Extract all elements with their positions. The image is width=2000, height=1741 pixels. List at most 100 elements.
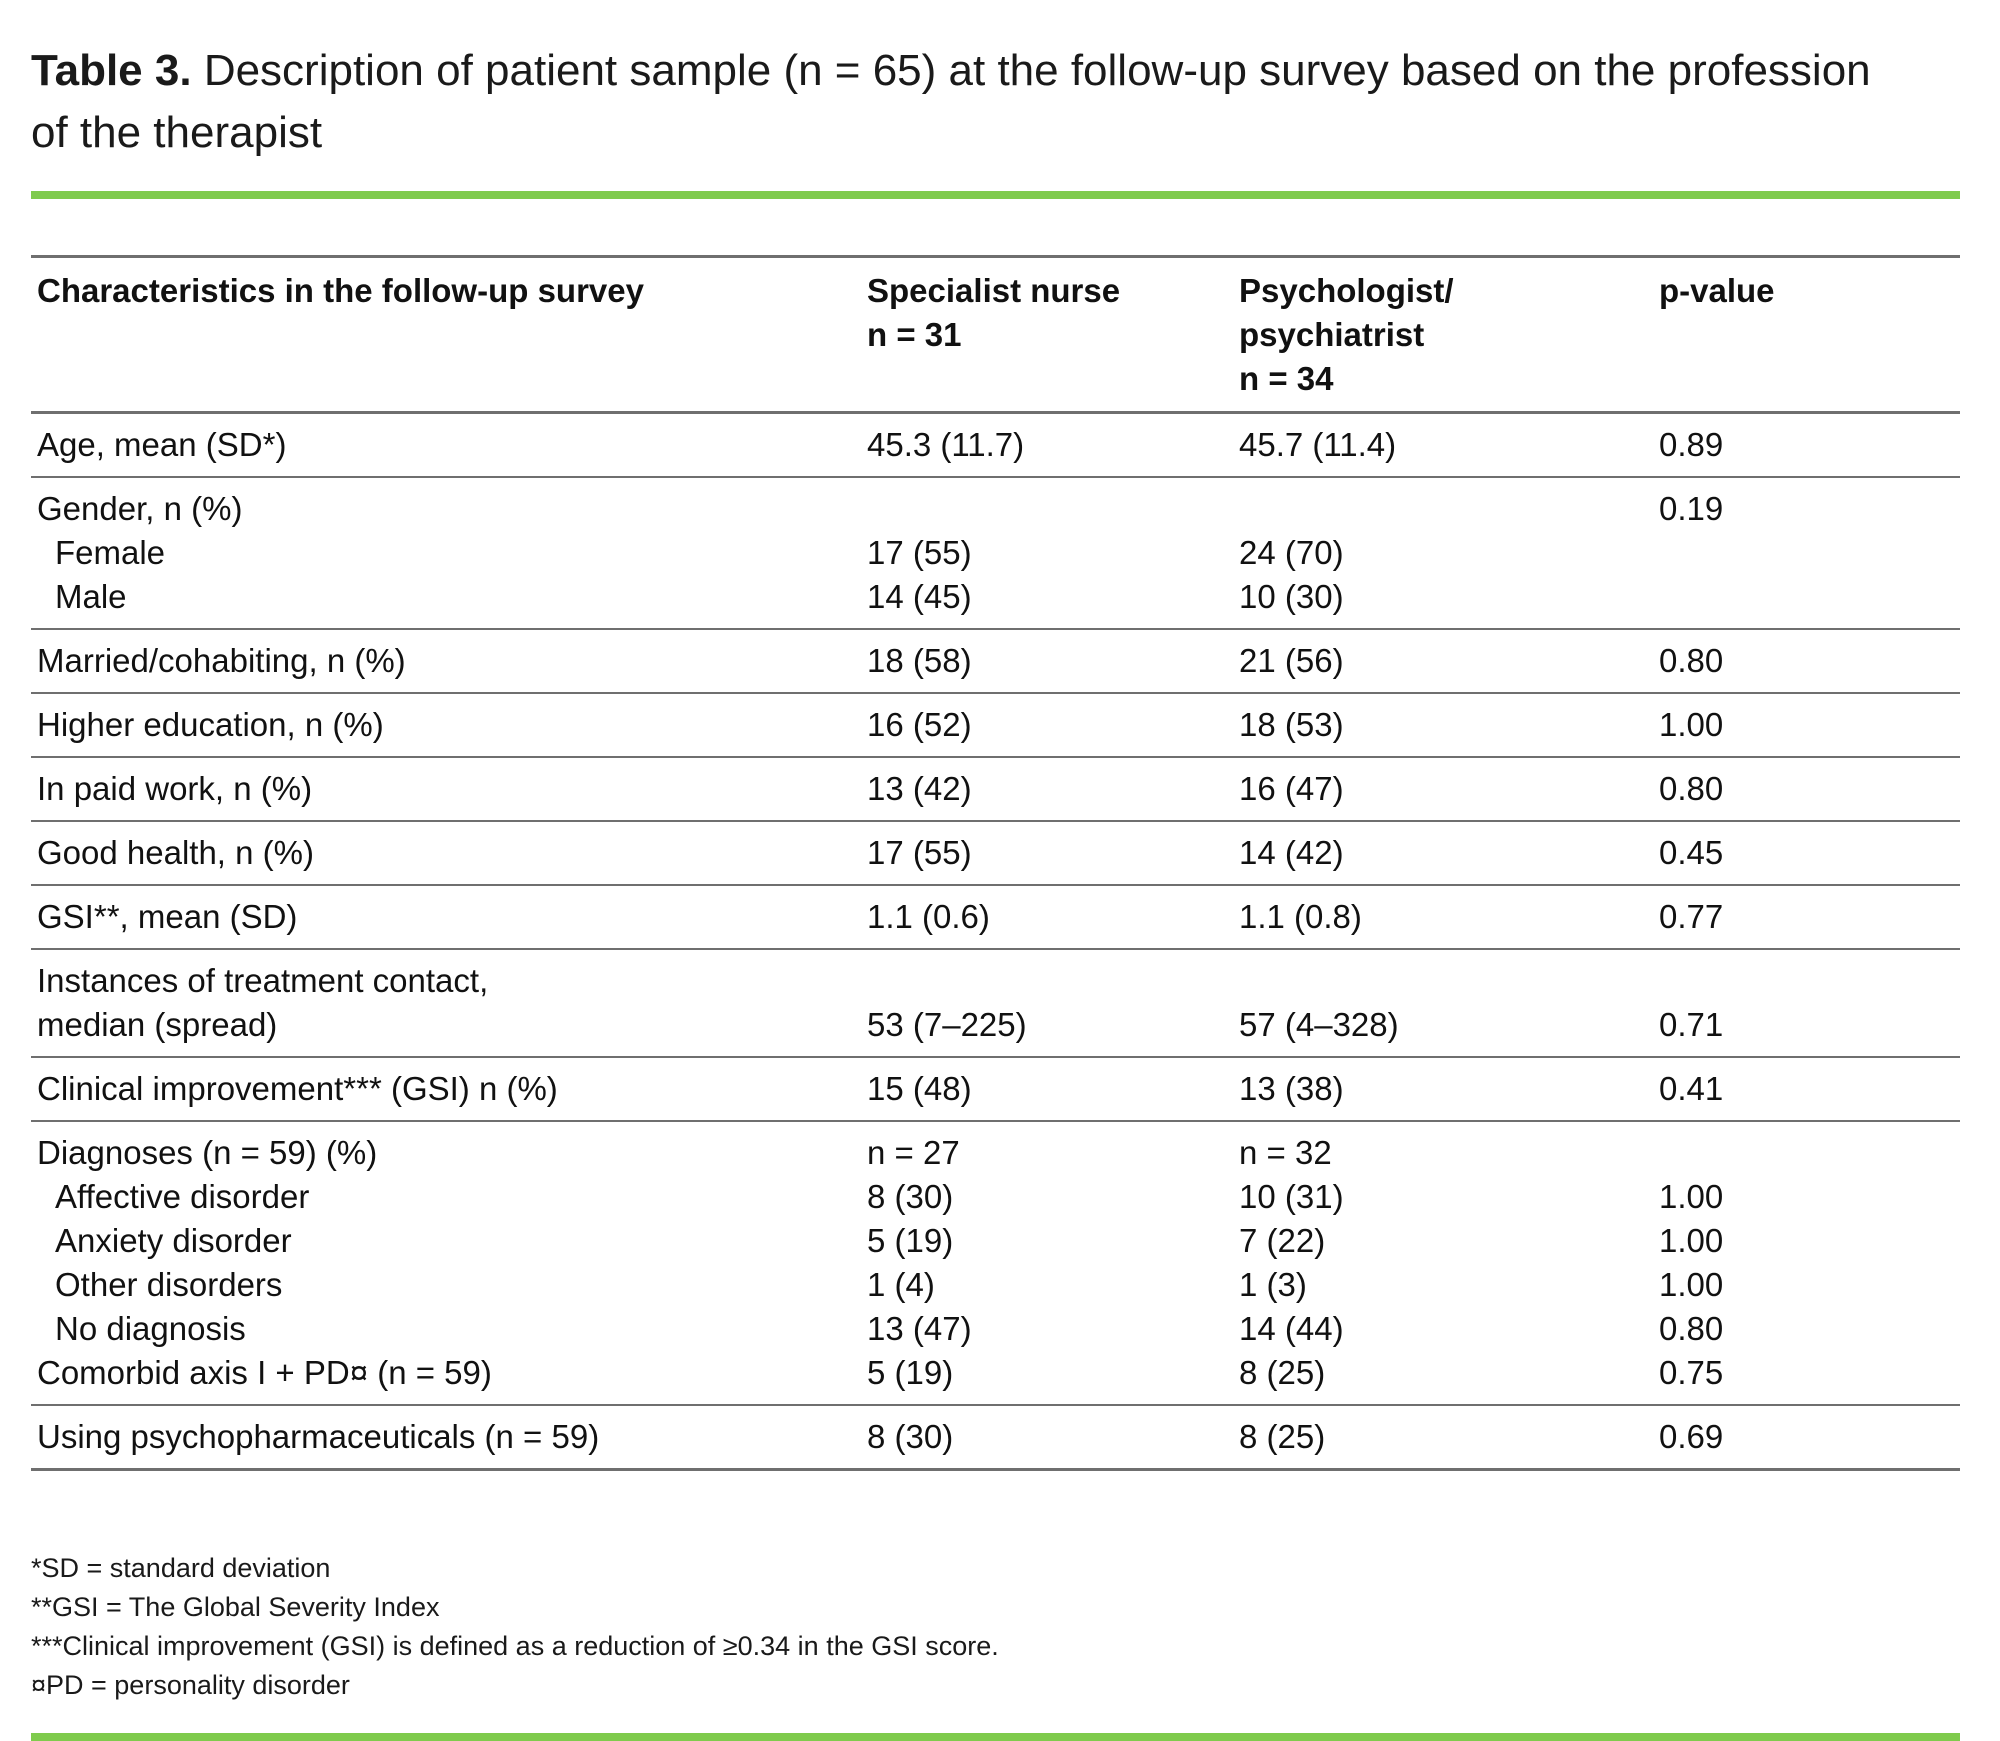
psychologist-psychiatrist-value: 57 (4–328) (1239, 1006, 1399, 1043)
row-label: Female (55, 534, 166, 571)
table-row: In paid work, n (%) 13 (42) 16 (47) 0.80 (31, 767, 1960, 811)
p-value: 0.41 (1659, 1070, 1724, 1107)
psychologist-psychiatrist-value: 16 (47) (1239, 770, 1344, 807)
table-section: Good health, n (%) 17 (55) 14 (42) 0.45 (31, 822, 1960, 886)
header-line: n = 31 (867, 316, 962, 353)
table-section: Clinical improvement*** (GSI) n (%) 15 (4… (31, 1058, 1960, 1122)
p-value (1659, 531, 1960, 575)
header-cell-psychologist-psychiatrist: Psychologist/psychiatrist n = 34 (1239, 269, 1659, 401)
p-value: 1.00 (1659, 1178, 1724, 1215)
psychologist-psychiatrist-value: 14 (44) (1239, 1310, 1344, 1347)
row-label: Using psychopharmaceuticals (n = 59) (37, 1418, 600, 1455)
table-row: No diagnosis 13 (47) 14 (44) 0.80 (31, 1307, 1960, 1351)
table-section: Instances of treatment contact, median (s… (31, 950, 1960, 1058)
specialist-nurse-value: 1.1 (0.6) (867, 898, 990, 935)
table-row: Age, mean (SD*) 45.3 (11.7) 45.7 (11.4) 0.8… (31, 423, 1960, 467)
row-label: Anxiety disorder (55, 1222, 292, 1259)
table-section: Gender, n (%) 0.19 Female 17 (55) 24 (70) Mal… (31, 478, 1960, 630)
table-row: GSI**, mean (SD) 1.1 (0.6) 1.1 (0.8) 0.77 (31, 895, 1960, 939)
specialist-nurse-value: 13 (47) (867, 1310, 972, 1347)
table-header-row: Characteristics in the follow-up survey S… (31, 258, 1960, 414)
header-line: Specialist nurse (867, 272, 1121, 309)
p-value: 1.00 (1659, 1222, 1724, 1259)
table-section: Married/cohabiting, n (%) 18 (58) 21 (56) 0… (31, 630, 1960, 694)
row-label: GSI**, mean (SD) (37, 898, 298, 935)
table-title-text: Description of patient sample (n = 65) a… (31, 46, 1871, 157)
row-label: Gender, n (%) (37, 490, 243, 527)
p-value: 0.80 (1659, 1310, 1724, 1347)
specialist-nurse-value: 8 (30) (867, 1178, 954, 1215)
bottom-green-rule (31, 1733, 1960, 1741)
row-label: Affective disorder (55, 1178, 310, 1215)
table-section: Diagnoses (n = 59) (%) n = 27 n = 32 Affect… (31, 1122, 1960, 1406)
p-value (1659, 1131, 1960, 1175)
footnote: *SD = standard deviation (31, 1553, 331, 1583)
p-value: 0.45 (1659, 834, 1724, 871)
table-row: Instances of treatment contact, (31, 959, 1960, 1003)
table-row: Using psychopharmaceuticals (n = 59) 8 (3… (31, 1415, 1960, 1459)
psychologist-psychiatrist-value: 21 (56) (1239, 642, 1344, 679)
specialist-nurse-value: 1 (4) (867, 1266, 935, 1303)
header-cell-specialist-nurse: Specialist nurse n = 31 (867, 269, 1239, 401)
row-label: Diagnoses (n = 59) (%) (37, 1134, 378, 1171)
psychologist-psychiatrist-value: 13 (38) (1239, 1070, 1344, 1107)
specialist-nurse-value: 16 (52) (867, 706, 972, 743)
table-row: Higher education, n (%) 16 (52) 18 (53) 1.0… (31, 703, 1960, 747)
specialist-nurse-value: n = 27 (867, 1134, 960, 1171)
specialist-nurse-value: 14 (45) (867, 578, 972, 615)
table-row: Gender, n (%) 0.19 (31, 487, 1960, 531)
header-line: Characteristics in the follow-up survey (37, 272, 644, 309)
p-value: 0.80 (1659, 770, 1724, 807)
row-label: In paid work, n (%) (37, 770, 313, 807)
specialist-nurse-value (867, 959, 1239, 1003)
table-row: Diagnoses (n = 59) (%) n = 27 n = 32 (31, 1131, 1960, 1175)
psychologist-psychiatrist-value: 8 (25) (1239, 1354, 1326, 1391)
table-row: Female 17 (55) 24 (70) (31, 531, 1960, 575)
table-title-label: Table 3. (31, 46, 192, 95)
p-value: 0.80 (1659, 642, 1724, 679)
row-label: Male (55, 578, 127, 615)
table-row: Other disorders 1 (4) 1 (3) 1.00 (31, 1263, 1960, 1307)
specialist-nurse-value: 8 (30) (867, 1418, 954, 1455)
row-label: Higher education, n (%) (37, 706, 384, 743)
table-row: Anxiety disorder 5 (19) 7 (22) 1.00 (31, 1219, 1960, 1263)
row-label: Clinical improvement*** (GSI) n (%) (37, 1070, 558, 1107)
psychologist-psychiatrist-value: 8 (25) (1239, 1418, 1326, 1455)
specialist-nurse-value: 18 (58) (867, 642, 972, 679)
header-cell-characteristics: Characteristics in the follow-up survey (31, 269, 867, 401)
row-label: Comorbid axis I + PD¤ (n = 59) (37, 1354, 492, 1391)
specialist-nurse-value: 53 (7–225) (867, 1006, 1027, 1043)
table-section: GSI**, mean (SD) 1.1 (0.6) 1.1 (0.8) 0.77 (31, 886, 1960, 950)
psychologist-psychiatrist-value: 1 (3) (1239, 1266, 1307, 1303)
row-label: No diagnosis (55, 1310, 246, 1347)
p-value: 0.77 (1659, 898, 1724, 935)
table-row: Comorbid axis I + PD¤ (n = 59) 5 (19) 8 (2… (31, 1351, 1960, 1395)
row-label: Instances of treatment contact, (37, 962, 489, 999)
header-line: n = 34 (1239, 360, 1334, 397)
table-section: Using psychopharmaceuticals (n = 59) 8 (3… (31, 1406, 1960, 1471)
table-row: Male 14 (45) 10 (30) (31, 575, 1960, 619)
psychologist-psychiatrist-value: 14 (42) (1239, 834, 1344, 871)
psychologist-psychiatrist-value: 1.1 (0.8) (1239, 898, 1362, 935)
p-value: 0.71 (1659, 1006, 1724, 1043)
specialist-nurse-value (867, 487, 1239, 531)
p-value: 1.00 (1659, 706, 1724, 743)
specialist-nurse-value: 17 (55) (867, 834, 972, 871)
row-label: median (spread) (37, 1006, 278, 1043)
p-value: 0.89 (1659, 426, 1724, 463)
specialist-nurse-value: 5 (19) (867, 1354, 954, 1391)
p-value: 1.00 (1659, 1266, 1724, 1303)
psychologist-psychiatrist-value: 24 (70) (1239, 534, 1344, 571)
psychologist-psychiatrist-value: 10 (31) (1239, 1178, 1344, 1215)
specialist-nurse-value: 13 (42) (867, 770, 972, 807)
specialist-nurse-value: 17 (55) (867, 534, 972, 571)
p-value: 0.69 (1659, 1418, 1724, 1455)
header-line: p-value (1659, 272, 1775, 309)
row-label: Married/cohabiting, n (%) (37, 642, 406, 679)
footnote: **GSI = The Global Severity Index (31, 1592, 440, 1622)
header-line: Psychologist/ (1239, 272, 1454, 309)
table-title: Table 3. Description of patient sample (… (31, 40, 1881, 164)
p-value: 0.75 (1659, 1354, 1724, 1391)
table-row: Married/cohabiting, n (%) 18 (58) 21 (56) 0… (31, 639, 1960, 683)
